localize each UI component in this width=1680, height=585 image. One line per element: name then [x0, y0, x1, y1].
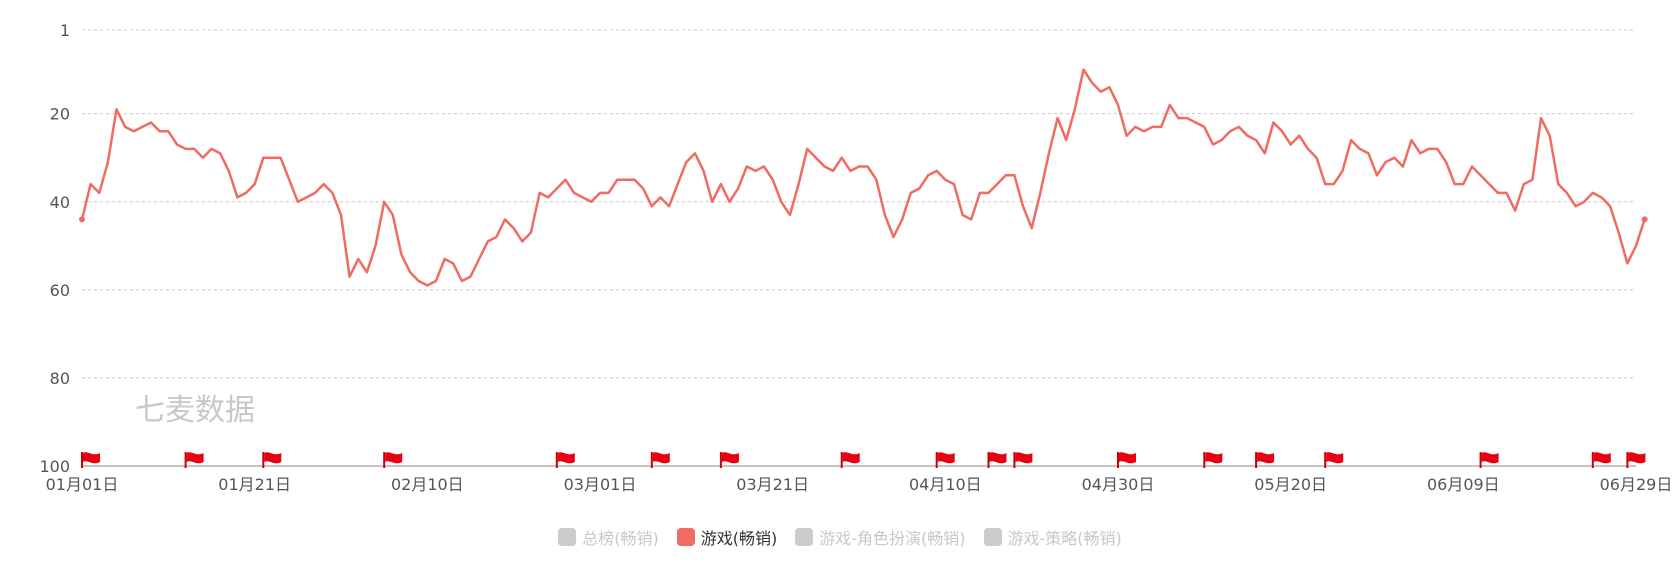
event-flag-icon [383, 452, 403, 468]
flag-cloth [1593, 452, 1611, 464]
flag-cloth [1481, 452, 1499, 464]
event-flag-icon [81, 452, 100, 468]
event-flag-icon [1479, 452, 1499, 468]
legend-label: 游戏-策略(畅销) [1007, 529, 1122, 548]
y-tick-label: 80 [50, 369, 70, 388]
flag-cloth [385, 452, 403, 464]
event-flag-icon [555, 452, 575, 468]
event-flag-icon [987, 452, 1007, 468]
flag-cloth [1119, 452, 1136, 464]
series-line [80, 68, 1646, 287]
event-flag-icon [840, 452, 860, 468]
x-tick-label: 01月21日 [218, 475, 291, 494]
legend-item[interactable]: 游戏(畅销) [676, 525, 778, 549]
flag-cloth [842, 452, 860, 464]
flag-cloth [1205, 452, 1223, 464]
event-flag-icon [935, 452, 955, 468]
event-flag-icon [1203, 452, 1223, 468]
event-flag-icon [1591, 452, 1611, 468]
x-tick-label: 04月30日 [1082, 475, 1155, 494]
flag-cloth [937, 452, 955, 464]
x-tick-label: 03月21日 [736, 475, 809, 494]
event-flag-icon [1117, 452, 1136, 468]
flag-cloth [264, 452, 282, 464]
series-layer [79, 68, 1648, 287]
y-tick-label: 100 [39, 457, 70, 476]
legend-label: 总榜(畅销) [582, 529, 659, 548]
x-tick-label: 01月01日 [46, 475, 119, 494]
series-end-point [1641, 216, 1648, 223]
event-flags [81, 452, 1646, 468]
legend-label: 游戏(畅销) [700, 529, 778, 548]
flag-cloth [652, 452, 670, 464]
flag-cloth [721, 452, 739, 464]
flag-cloth [1015, 452, 1033, 464]
x-tick-label: 02月10日 [391, 475, 464, 494]
legend-item[interactable]: 总榜(畅销) [558, 525, 659, 549]
legend-swatch [558, 528, 577, 546]
grid-lines [82, 29, 1636, 379]
x-tick-label: 05月20日 [1254, 475, 1327, 494]
legend-swatch [676, 528, 695, 546]
x-tick-label: 03月01日 [564, 475, 637, 494]
flag-cloth [557, 452, 575, 464]
x-axis-ticks: 01月01日 01月21日 02月10日 03月01日 03月21日 04月10日 04月3… [46, 475, 1673, 494]
legend-item[interactable]: 游戏-策略(畅销) [983, 525, 1122, 549]
x-tick-label: 04月10日 [909, 475, 982, 494]
flag-cloth [83, 452, 100, 464]
flag-cloth [1257, 452, 1275, 464]
legend-item[interactable]: 游戏-角色扮演(畅销) [795, 525, 966, 549]
event-flag-icon [1013, 452, 1033, 468]
flag-cloth [1628, 452, 1646, 464]
flag-cloth [989, 452, 1007, 464]
legend-swatch [983, 528, 1002, 546]
event-flag-icon [262, 452, 282, 468]
legend-swatch [795, 528, 814, 546]
x-tick-label: 06月09日 [1427, 475, 1500, 494]
flag-cloth [186, 452, 204, 464]
rank-trend-chart: 1 20 40 60 80 100 七麦数据 01月01日 01月21日 02月10日 03月0… [39, 21, 1673, 494]
event-flag-icon [1324, 452, 1344, 468]
y-tick-label: 60 [50, 281, 70, 300]
series-start-point [79, 216, 85, 223]
y-tick-label: 20 [50, 105, 70, 124]
flag-cloth [1326, 452, 1344, 464]
event-flag-icon [1255, 452, 1275, 468]
x-tick-label: 06月29日 [1600, 475, 1673, 494]
event-flag-icon [719, 452, 739, 468]
event-flag-icon [1626, 452, 1646, 468]
legend-label: 游戏-角色扮演(畅销) [819, 529, 966, 548]
watermark-text: 七麦数据 [135, 393, 255, 428]
event-flag-icon [650, 452, 670, 468]
event-flag-icon [184, 452, 204, 468]
y-tick-label: 40 [50, 193, 70, 212]
legend: 总榜(畅销) 游戏(畅销) 游戏-角色扮演(畅销) 游戏-策略(畅销) [0, 525, 1680, 549]
y-axis-ticks: 1 20 40 60 80 100 [39, 21, 70, 476]
y-tick-label: 1 [60, 21, 70, 40]
